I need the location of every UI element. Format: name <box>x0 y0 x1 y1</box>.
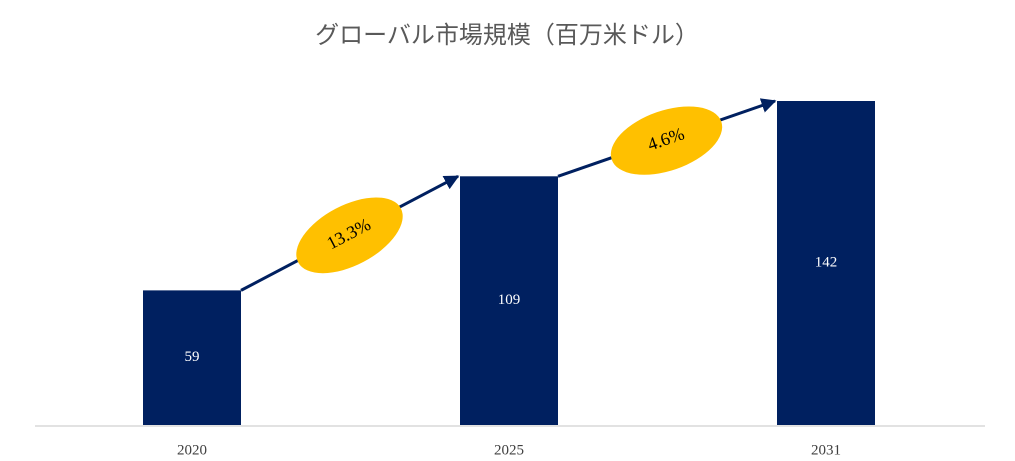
cagr-ellipse <box>296 197 403 274</box>
x-tick-label: 2031 <box>811 442 841 458</box>
x-tick-label: 2020 <box>177 442 207 458</box>
cagr-ellipse <box>610 106 723 175</box>
chart-title: グローバル市場規模（百万米ドル） <box>315 21 699 49</box>
bar <box>143 290 241 425</box>
value-label: 142 <box>815 254 838 270</box>
cagr-badge: 4.6% <box>610 106 723 175</box>
value-label: 109 <box>498 292 521 308</box>
x-tick-label: 2025 <box>494 442 524 458</box>
bar <box>460 176 558 425</box>
bar <box>777 101 875 425</box>
cagr-badge: 13.3% <box>296 197 403 274</box>
value-label: 59 <box>185 349 200 365</box>
